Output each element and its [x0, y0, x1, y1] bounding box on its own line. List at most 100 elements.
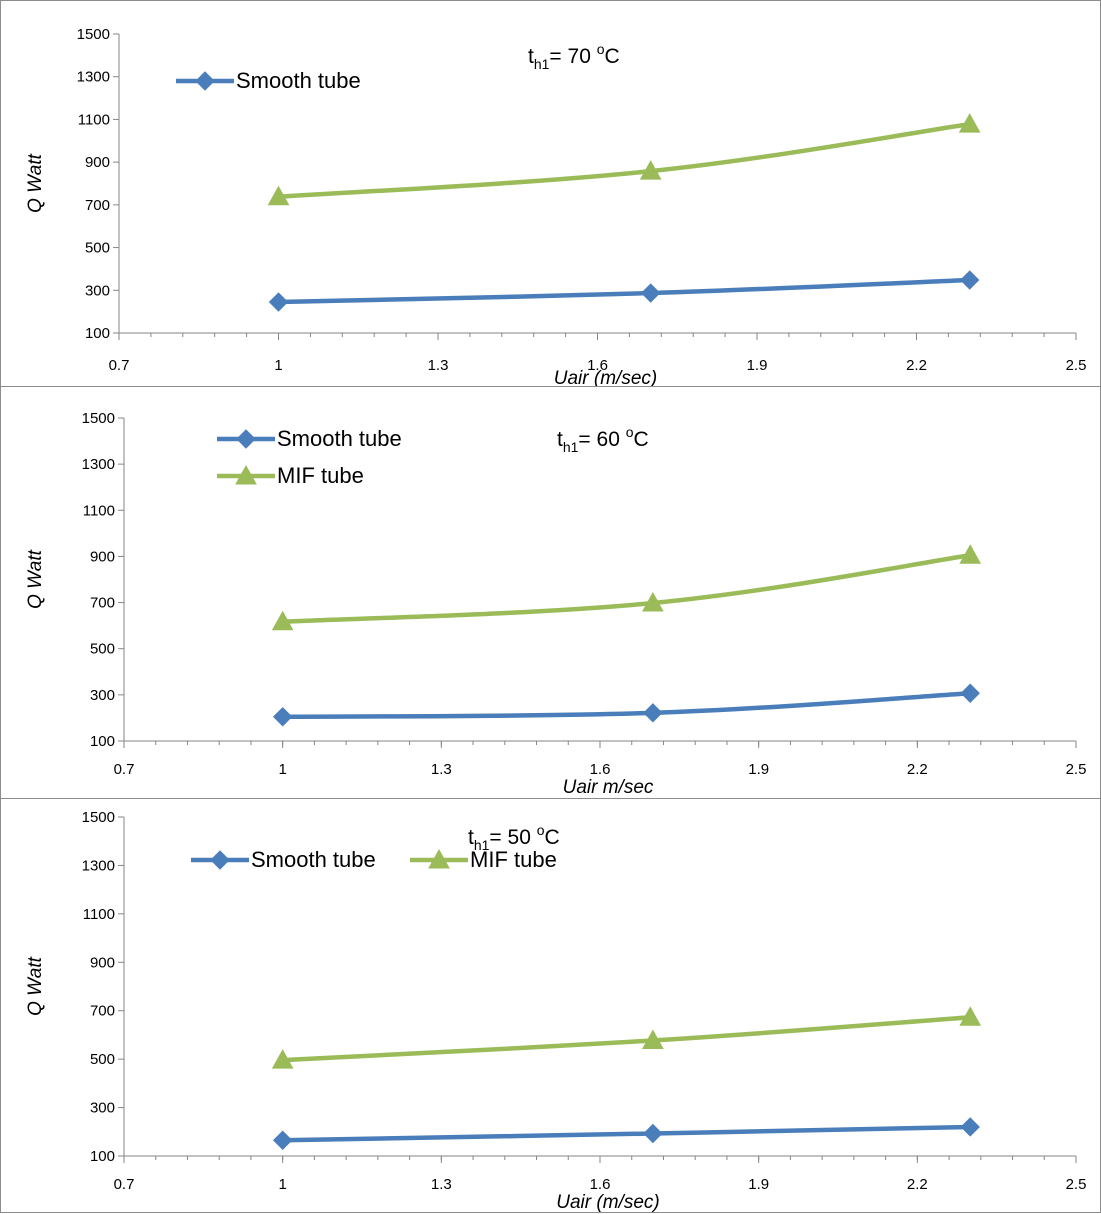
data-point — [268, 292, 289, 312]
anno-main: t — [528, 45, 534, 68]
data-point — [959, 270, 980, 290]
y-tick-label: 300 — [90, 687, 115, 704]
temperature-annotation: th1= 60 oC — [557, 424, 649, 455]
x-tick-label: 1.9 — [748, 761, 769, 778]
x-tick-label: 2.2 — [906, 357, 927, 374]
y-axis-title: Q Watt — [25, 956, 46, 1015]
anno-superscript: o — [597, 41, 605, 57]
y-tick-label: 1300 — [77, 69, 110, 86]
anno-subscript: h1 — [534, 56, 550, 72]
legend-label: MIF tube — [470, 847, 557, 872]
series-line-1 — [280, 690, 973, 720]
y-tick-label: 500 — [90, 641, 115, 658]
y-tick-label: 1300 — [82, 857, 115, 874]
x-tick-label: 1.9 — [747, 357, 768, 374]
series-line-2 — [280, 553, 973, 624]
y-tick-label: 1500 — [82, 809, 115, 826]
data-point — [643, 703, 663, 723]
y-tick-label: 500 — [85, 240, 110, 257]
x-tick-label: 1.3 — [431, 1176, 452, 1193]
legend-marker — [195, 71, 215, 91]
x-tick-label: 0.7 — [109, 357, 130, 374]
x-tick-label: 1.3 — [428, 357, 449, 374]
y-tick-label: 300 — [90, 1100, 115, 1117]
anno-value: = 70 — [549, 45, 596, 68]
anno-subscript: h1 — [474, 837, 490, 853]
anno-unit: C — [634, 428, 649, 451]
x-tick-label: 1 — [278, 1176, 286, 1193]
x-tick-label: 1.6 — [587, 357, 608, 374]
data-point — [958, 113, 981, 133]
legend-marker — [236, 429, 256, 449]
series-line-1 — [280, 1124, 973, 1143]
x-tick-label: 1.9 — [748, 1176, 769, 1193]
x-tick-label: 1 — [274, 357, 282, 374]
chart-panel-3: 100 300 500 700 900 1100 1300 1500 0.7 1 1.3 1.6 1.9… — [0, 798, 1101, 1213]
y-tick-label: 900 — [85, 154, 110, 171]
x-tick-label: 1.6 — [590, 1176, 611, 1193]
data-point — [960, 1117, 980, 1137]
anno-value: = 50 — [489, 826, 536, 849]
data-point — [272, 1130, 293, 1150]
data-point — [272, 707, 293, 727]
chart-panel-2: 100 300 500 700 900 1100 1300 1500 0.7 1 1.3 1.6 1.9… — [0, 386, 1101, 799]
anno-main: t — [468, 826, 474, 849]
x-axis-title: Uair m/sec — [563, 777, 654, 798]
series-line-2 — [276, 121, 972, 199]
y-tick-label: 1100 — [78, 111, 110, 128]
anno-unit: C — [545, 826, 560, 849]
x-tick-label: 1.6 — [590, 761, 611, 778]
data-point — [639, 160, 662, 180]
y-axis-title: Q Watt — [25, 153, 46, 212]
y-tick-label: 700 — [90, 1003, 115, 1020]
x-axis-title: Uair (m/sec) — [554, 368, 657, 389]
anno-value: = 60 — [578, 428, 625, 451]
temperature-annotation: th1= 70 oC — [528, 41, 620, 72]
chart-panel-1: 100 300 500 700 900 1100 1300 1500 0.7 1 1.3 1.6 1.9… — [0, 0, 1101, 389]
y-tick-label: 700 — [85, 197, 110, 214]
x-axis-title: Uair (m/sec) — [556, 1192, 659, 1213]
temperature-annotation: th1= 50 oC — [468, 822, 560, 853]
legend-label: Smooth tube — [277, 426, 402, 451]
y-tick-label: 1500 — [77, 26, 110, 43]
x-tick-label: 1 — [278, 761, 286, 778]
x-tick-label: 2.5 — [1066, 357, 1087, 374]
series-line-1 — [276, 277, 972, 305]
legend-marker — [428, 848, 450, 869]
data-point — [271, 1049, 294, 1069]
y-tick-label: 100 — [90, 1148, 115, 1165]
legend-marker — [210, 850, 230, 870]
x-tick-label: 2.5 — [1066, 1176, 1087, 1193]
series-line-2 — [280, 1015, 973, 1063]
data-point — [643, 1123, 663, 1144]
legend-label: MIF tube — [277, 463, 364, 488]
anno-subscript: h1 — [563, 439, 579, 455]
y-axis-title: Q Watt — [25, 549, 46, 608]
x-tick-label: 0.7 — [114, 1176, 135, 1193]
x-tick-label: 2.2 — [907, 761, 928, 778]
y-tick-label: 300 — [85, 282, 110, 299]
chart-svg-2: 100 300 500 700 900 1100 1300 1500 0.7 1 1.3 1.6 1.9… — [25, 410, 1087, 798]
y-tick-label: 1500 — [82, 410, 115, 427]
y-tick-label: 900 — [90, 954, 115, 971]
anno-superscript: o — [537, 822, 545, 838]
data-point — [642, 592, 664, 612]
x-tick-label: 0.7 — [114, 761, 135, 778]
x-tick-label: 2.5 — [1066, 761, 1087, 778]
y-tick-label: 500 — [90, 1051, 115, 1068]
y-tick-label: 1100 — [83, 502, 115, 519]
y-tick-label: 100 — [85, 325, 110, 342]
data-point — [960, 683, 980, 703]
y-tick-label: 700 — [90, 595, 115, 612]
anno-superscript: o — [626, 424, 634, 440]
y-tick-label: 100 — [90, 733, 115, 750]
data-point — [267, 185, 290, 206]
legend-label: Smooth tube — [251, 847, 376, 872]
chart-svg-1: 100 300 500 700 900 1100 1300 1500 0.7 1 1.3 1.6 1.9… — [25, 26, 1087, 389]
data-point — [959, 1006, 982, 1026]
anno-unit: C — [605, 45, 620, 68]
y-tick-label: 1100 — [83, 906, 115, 923]
legend-marker — [235, 464, 257, 485]
legend-label: Smooth tube — [236, 68, 361, 93]
